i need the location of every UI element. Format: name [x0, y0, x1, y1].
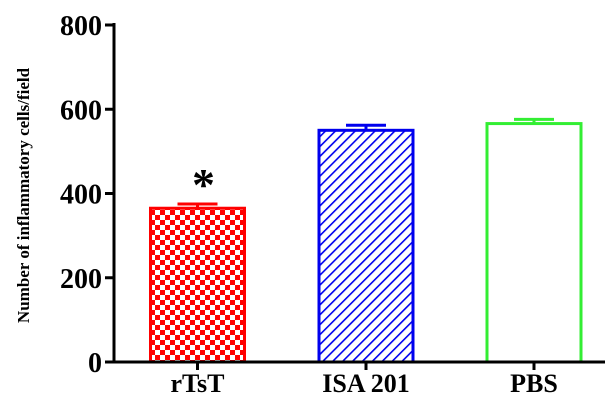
bar-pbs	[485, 122, 583, 364]
x-tick-label-pbs: PBS	[510, 369, 558, 394]
x-tick-label-isa-201: ISA 201	[322, 369, 409, 394]
significance-annotation: *	[192, 159, 215, 210]
y-axis-title: Number of inflammatory cells/field	[14, 67, 33, 323]
y-tick-label-600: 600	[60, 95, 102, 126]
y-tick-label-0: 0	[88, 348, 102, 379]
bar-rtst	[149, 206, 246, 364]
y-tick-label-800: 800	[60, 11, 102, 42]
y-tick-label-200: 200	[60, 264, 102, 295]
x-tick-label-rtst: rTsT	[171, 369, 225, 394]
y-tick-label-400: 400	[60, 180, 102, 211]
bar-isa-201	[317, 128, 415, 364]
